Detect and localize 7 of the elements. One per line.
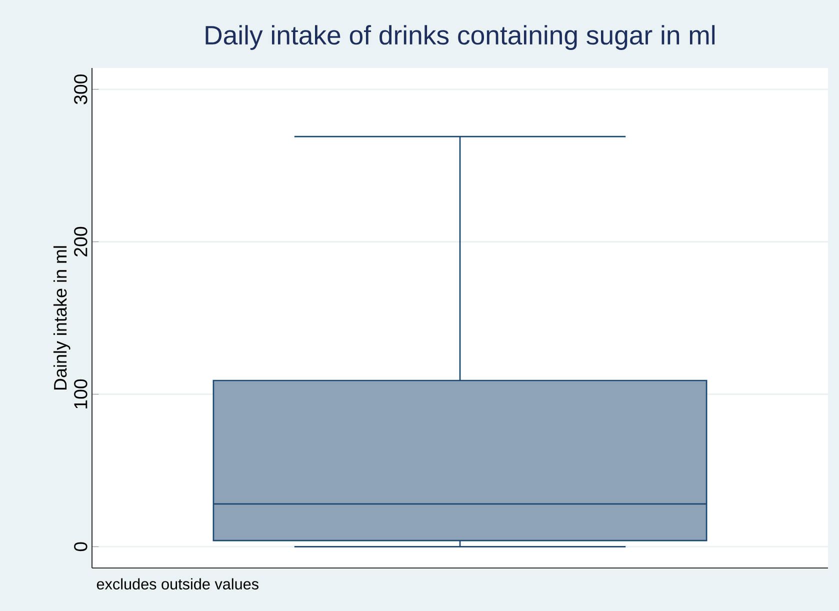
y-tick-label: 0 — [74, 542, 88, 552]
chart-title: Daily intake of drinks containing sugar in ml — [206, 25, 715, 50]
y-tick-label: 100 — [74, 379, 88, 408]
text: excludes outside values — [96, 578, 258, 590]
y-tick-label: 300 — [74, 74, 88, 104]
y-tick-label: 200 — [74, 226, 88, 256]
y-axis-title: Dainly intake in ml — [53, 246, 70, 390]
